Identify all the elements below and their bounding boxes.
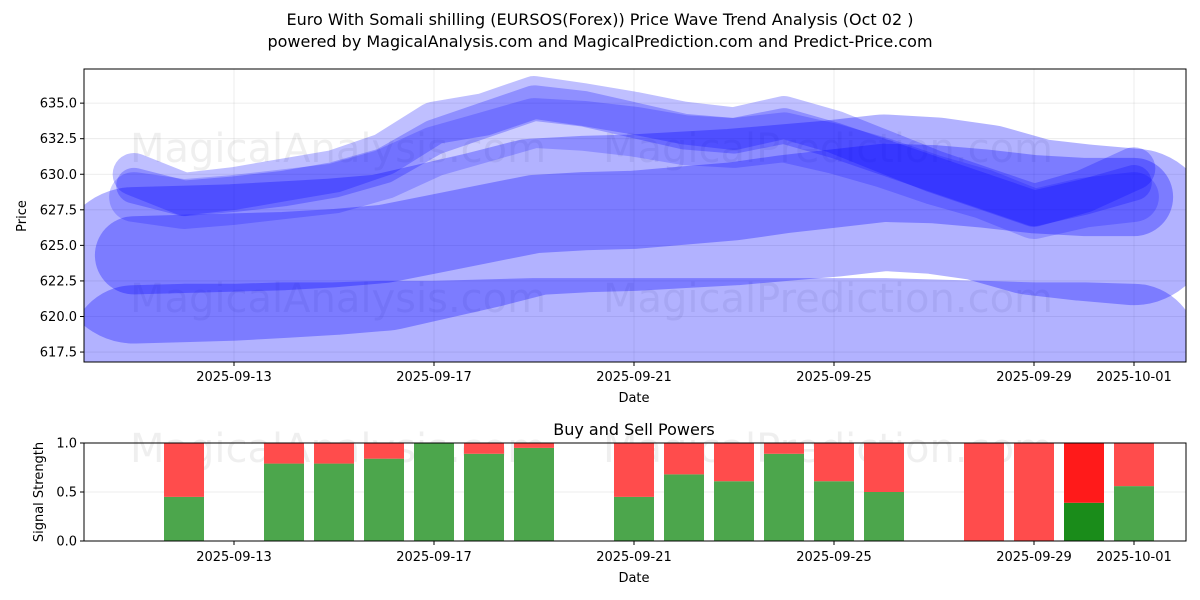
price-x-tick-label: 2025-10-01 xyxy=(1096,370,1172,385)
price-y-tick-label: 627.5 xyxy=(40,203,77,218)
price-y-tick-label: 632.5 xyxy=(40,132,77,147)
price-grid xyxy=(84,69,1186,362)
price-wave-bands xyxy=(84,76,1186,362)
buy-bar xyxy=(764,453,804,541)
watermark-analysis-top: MagicalAnalysis.com xyxy=(130,126,546,172)
sell-bar xyxy=(164,443,204,497)
buy-bar xyxy=(1114,486,1154,541)
buy-bar xyxy=(1064,502,1104,541)
price-y-tick-label: 635.0 xyxy=(40,97,77,112)
signal-x-tick-label: 2025-09-21 xyxy=(596,550,672,565)
buy-bar xyxy=(364,458,404,541)
price-x-tick-label: 2025-09-21 xyxy=(596,370,672,385)
sell-bar xyxy=(514,443,554,448)
chart-title: Euro With Somali shilling (EURSOS(Forex)… xyxy=(286,10,914,29)
sell-bar xyxy=(664,443,704,475)
buy-bar xyxy=(264,463,304,541)
price-band-wave-upper-2 xyxy=(116,85,1152,227)
signal-bars xyxy=(164,443,1154,541)
sell-bar xyxy=(1114,443,1154,487)
sell-bar xyxy=(464,443,504,454)
signal-ticks: 0.0 0.5 1.0 2025-09-13 2025-09-17 2025-09-21 2… xyxy=(56,437,1171,566)
price-x-axis-label: Date xyxy=(618,391,649,406)
sell-bar xyxy=(814,443,854,482)
signal-x-tick-label: 2025-09-25 xyxy=(796,550,872,565)
buy-bar xyxy=(414,443,454,541)
watermark-prediction-top: MagicalPrediction.com xyxy=(603,126,1053,172)
signal-x-tick-label: 2025-09-29 xyxy=(996,550,1072,565)
signal-y-axis-label: Signal Strength xyxy=(32,442,47,542)
signal-x-tick-label: 2025-09-17 xyxy=(396,550,472,565)
price-y-tick-label: 620.0 xyxy=(40,310,77,325)
sell-bar xyxy=(1064,443,1104,503)
signal-x-axis-label: Date xyxy=(618,571,649,586)
price-band-wave-lower xyxy=(84,278,1186,362)
price-y-tick-label: 617.5 xyxy=(40,346,77,361)
price-x-tick-label: 2025-09-29 xyxy=(996,370,1072,385)
sell-bar xyxy=(264,443,304,464)
chart-subtitle: powered by MagicalAnalysis.com and Magic… xyxy=(267,32,933,51)
signal-y-tick-label: 1.0 xyxy=(56,437,77,452)
buy-bar xyxy=(714,481,754,541)
signal-x-tick-label: 2025-09-13 xyxy=(196,550,272,565)
price-band-wave-middle-wide xyxy=(84,114,1186,344)
buy-bar xyxy=(464,453,504,541)
watermark-prediction-mid: MagicalPrediction.com xyxy=(603,276,1053,322)
sell-bar xyxy=(964,443,1004,541)
price-watermarks: MagicalAnalysis.com MagicalPrediction.co… xyxy=(130,126,1053,322)
buy-bar xyxy=(864,492,904,541)
signal-y-tick-label: 0.5 xyxy=(56,486,77,501)
price-ticks: 617.5 620.0 622.5 625.0 627.5 630.0 632.5 635.0… xyxy=(40,97,1172,385)
buy-bar xyxy=(664,474,704,541)
buy-bar xyxy=(614,496,654,541)
signal-y-tick-label: 0.0 xyxy=(56,535,77,550)
buy-bar xyxy=(164,496,204,541)
buy-bar xyxy=(514,447,554,541)
price-y-tick-label: 622.5 xyxy=(40,274,77,289)
price-band-wave-upper-3 xyxy=(109,98,1159,239)
price-x-tick-label: 2025-09-13 xyxy=(196,370,272,385)
sell-bar xyxy=(1014,443,1054,541)
sell-bar xyxy=(764,443,804,454)
price-axes-frame xyxy=(83,68,1187,363)
buy-bar xyxy=(314,463,354,541)
price-y-tick-label: 625.0 xyxy=(40,239,77,254)
price-y-tick-label: 630.0 xyxy=(40,168,77,183)
sell-bar xyxy=(864,443,904,492)
signal-chart-title: Buy and Sell Powers xyxy=(553,420,715,439)
price-band-wave-middle xyxy=(94,143,1174,295)
price-y-axis-label: Price xyxy=(15,200,30,232)
price-x-tick-label: 2025-09-17 xyxy=(396,370,472,385)
buy-bar xyxy=(814,481,854,541)
price-band-wave-upper-1 xyxy=(112,76,1156,227)
watermark-analysis-mid: MagicalAnalysis.com xyxy=(130,276,546,322)
sell-bar xyxy=(714,443,754,482)
sell-bar xyxy=(614,443,654,497)
sell-bar xyxy=(364,443,404,459)
sell-bar xyxy=(314,443,354,464)
price-x-tick-label: 2025-09-25 xyxy=(796,370,872,385)
signal-x-tick-label: 2025-10-01 xyxy=(1096,550,1172,565)
